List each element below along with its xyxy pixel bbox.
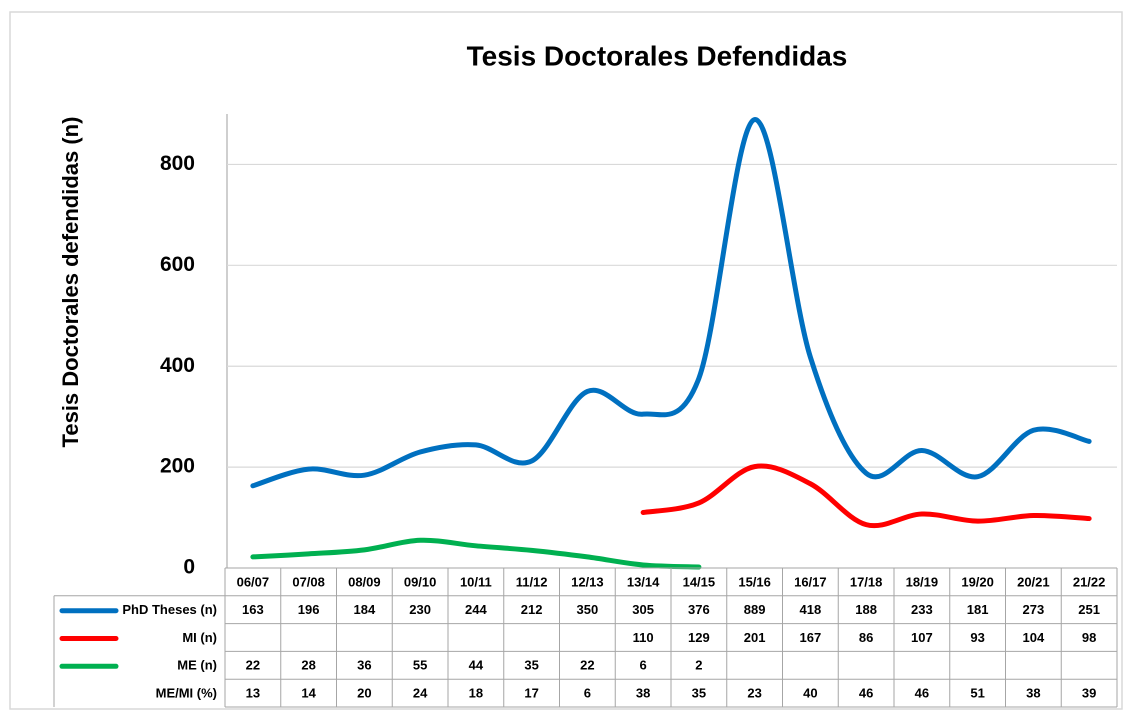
x-tick-label: 10/11 [460,574,492,589]
table-value: 55 [413,658,427,673]
table-value: 107 [911,630,933,645]
table-value: 163 [242,602,264,617]
line-series [250,537,702,570]
x-tick-label: 17/18 [850,574,883,589]
table-value: 129 [688,630,710,645]
y-tick-label: 400 [160,354,195,377]
chart-title: Tesis Doctorales Defendidas [467,40,848,71]
y-tick-label: 800 [160,152,195,175]
y-tick-label: 600 [160,253,195,276]
table-value: 98 [1082,630,1096,645]
table-value: 24 [413,686,428,701]
table-value: 110 [633,630,654,645]
table-value: 35 [524,658,538,673]
table-value: 6 [584,686,591,701]
legend-label: MI (n) [182,630,217,645]
y-axis-label: Tesis Doctorales defendidas (n) [58,117,83,448]
y-tick-label: 200 [160,455,195,478]
table-value: 20 [357,686,371,701]
x-tick-label: 08/09 [348,574,381,589]
table-value: 38 [1026,686,1040,701]
table-value: 305 [632,602,654,617]
table-value: 6 [640,658,647,673]
table-value: 28 [301,658,315,673]
x-tick-label: 19/20 [961,574,994,589]
x-tick-label: 11/12 [516,574,548,589]
table-value: 46 [915,686,929,701]
table-value: 889 [744,602,766,617]
x-tick-label: 06/07 [237,574,270,589]
table-value: 196 [298,602,320,617]
table-value: 51 [970,686,984,701]
line-series [250,117,1092,489]
table-value: 38 [636,686,650,701]
table-value: 230 [409,602,431,617]
table-value: 22 [246,658,260,673]
table-value: 46 [859,686,873,701]
legend-label: PhD Theses (n) [122,602,217,617]
table-value: 273 [1023,602,1045,617]
legend-label: ME (n) [177,658,217,673]
table-value: 104 [1023,630,1045,645]
table-value: 376 [688,602,710,617]
x-tick-label: 18/19 [906,574,939,589]
table-value: 86 [859,630,873,645]
y-tick-label: 0 [183,556,195,579]
table-value: 22 [580,658,594,673]
table-value: 184 [354,602,376,617]
x-tick-label: 14/15 [683,574,716,589]
table-value: 181 [967,602,989,617]
table-value: 39 [1082,686,1096,701]
table-value: 188 [855,602,877,617]
table-value: 35 [692,686,706,701]
line-series [640,463,1092,529]
table-value: 13 [246,686,260,701]
x-tick-label: 20/21 [1017,574,1050,589]
x-tick-label: 12/13 [571,574,604,589]
table-value: 18 [469,686,483,701]
x-tick-label: 13/14 [627,574,660,589]
table-value: 201 [744,630,766,645]
table-value: 251 [1078,602,1100,617]
table-value: 350 [577,602,599,617]
table-value: 167 [800,630,822,645]
table-value: 244 [465,602,487,617]
x-tick-label: 15/16 [738,574,771,589]
x-tick-label: 07/08 [292,574,325,589]
chart-border [9,11,1123,710]
x-tick-label: 16/17 [794,574,827,589]
table-value: 44 [469,658,484,673]
x-tick-label: 09/10 [404,574,437,589]
table-value: 233 [911,602,933,617]
table-value: 212 [521,602,543,617]
legend-label: ME/MI (%) [156,686,217,701]
table-value: 93 [970,630,984,645]
table-value: 418 [800,602,822,617]
table-value: 2 [695,658,702,673]
table-value: 36 [357,658,371,673]
table-value: 23 [747,686,761,701]
table-value: 14 [301,686,316,701]
table-value: 17 [524,686,538,701]
x-tick-label: 21/22 [1073,574,1106,589]
table-value: 40 [803,686,817,701]
